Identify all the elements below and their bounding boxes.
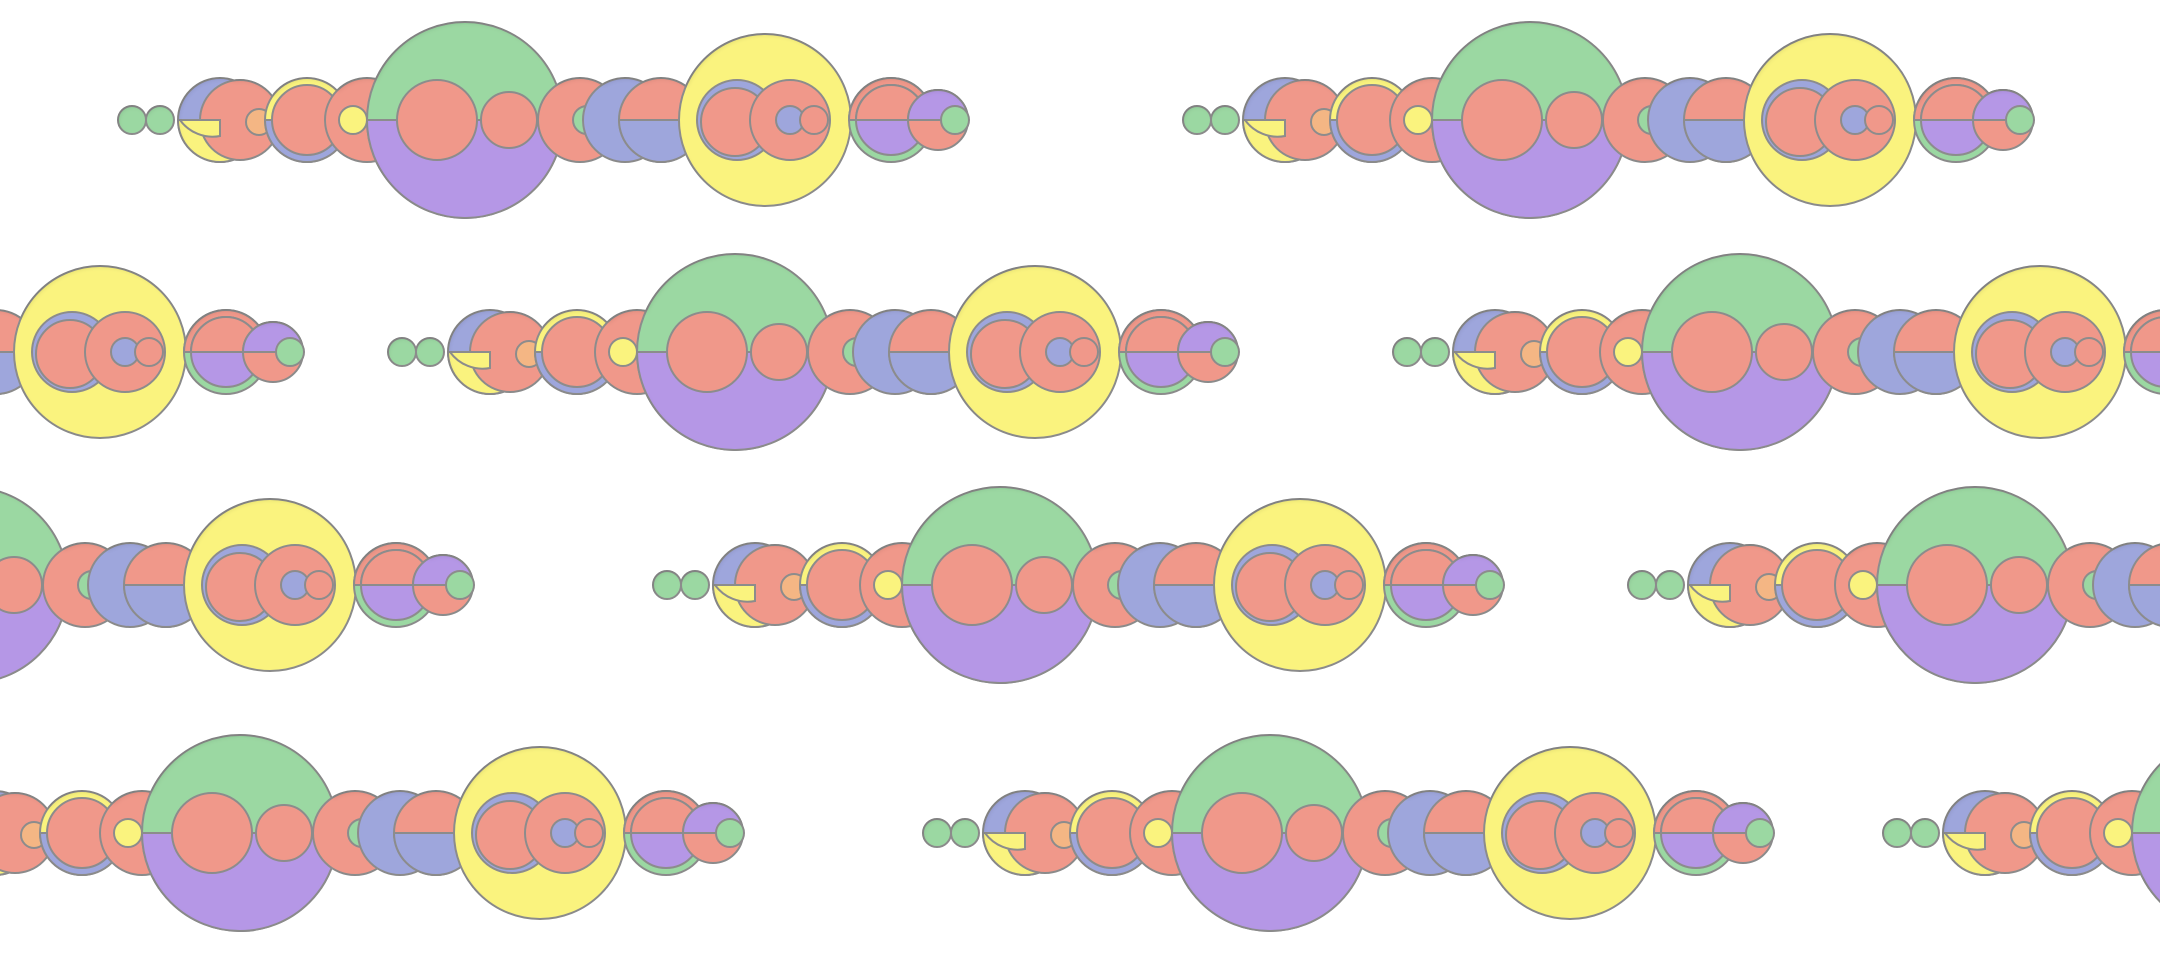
circle-chain-motif	[0, 734, 745, 932]
circle-chain-motif	[1882, 734, 2160, 932]
circle-chain-motif	[117, 21, 970, 219]
circle-chain-motif	[0, 486, 475, 684]
circle-chain-motif	[1182, 21, 2035, 219]
circle-chain-motif	[1392, 253, 2160, 451]
circle-chain-motif	[922, 734, 1775, 932]
circle-chain-motif	[387, 253, 1240, 451]
circle-chain-motif	[0, 253, 305, 451]
circle-chain-motif	[1627, 486, 2160, 684]
circle-chain-motif	[652, 486, 1505, 684]
